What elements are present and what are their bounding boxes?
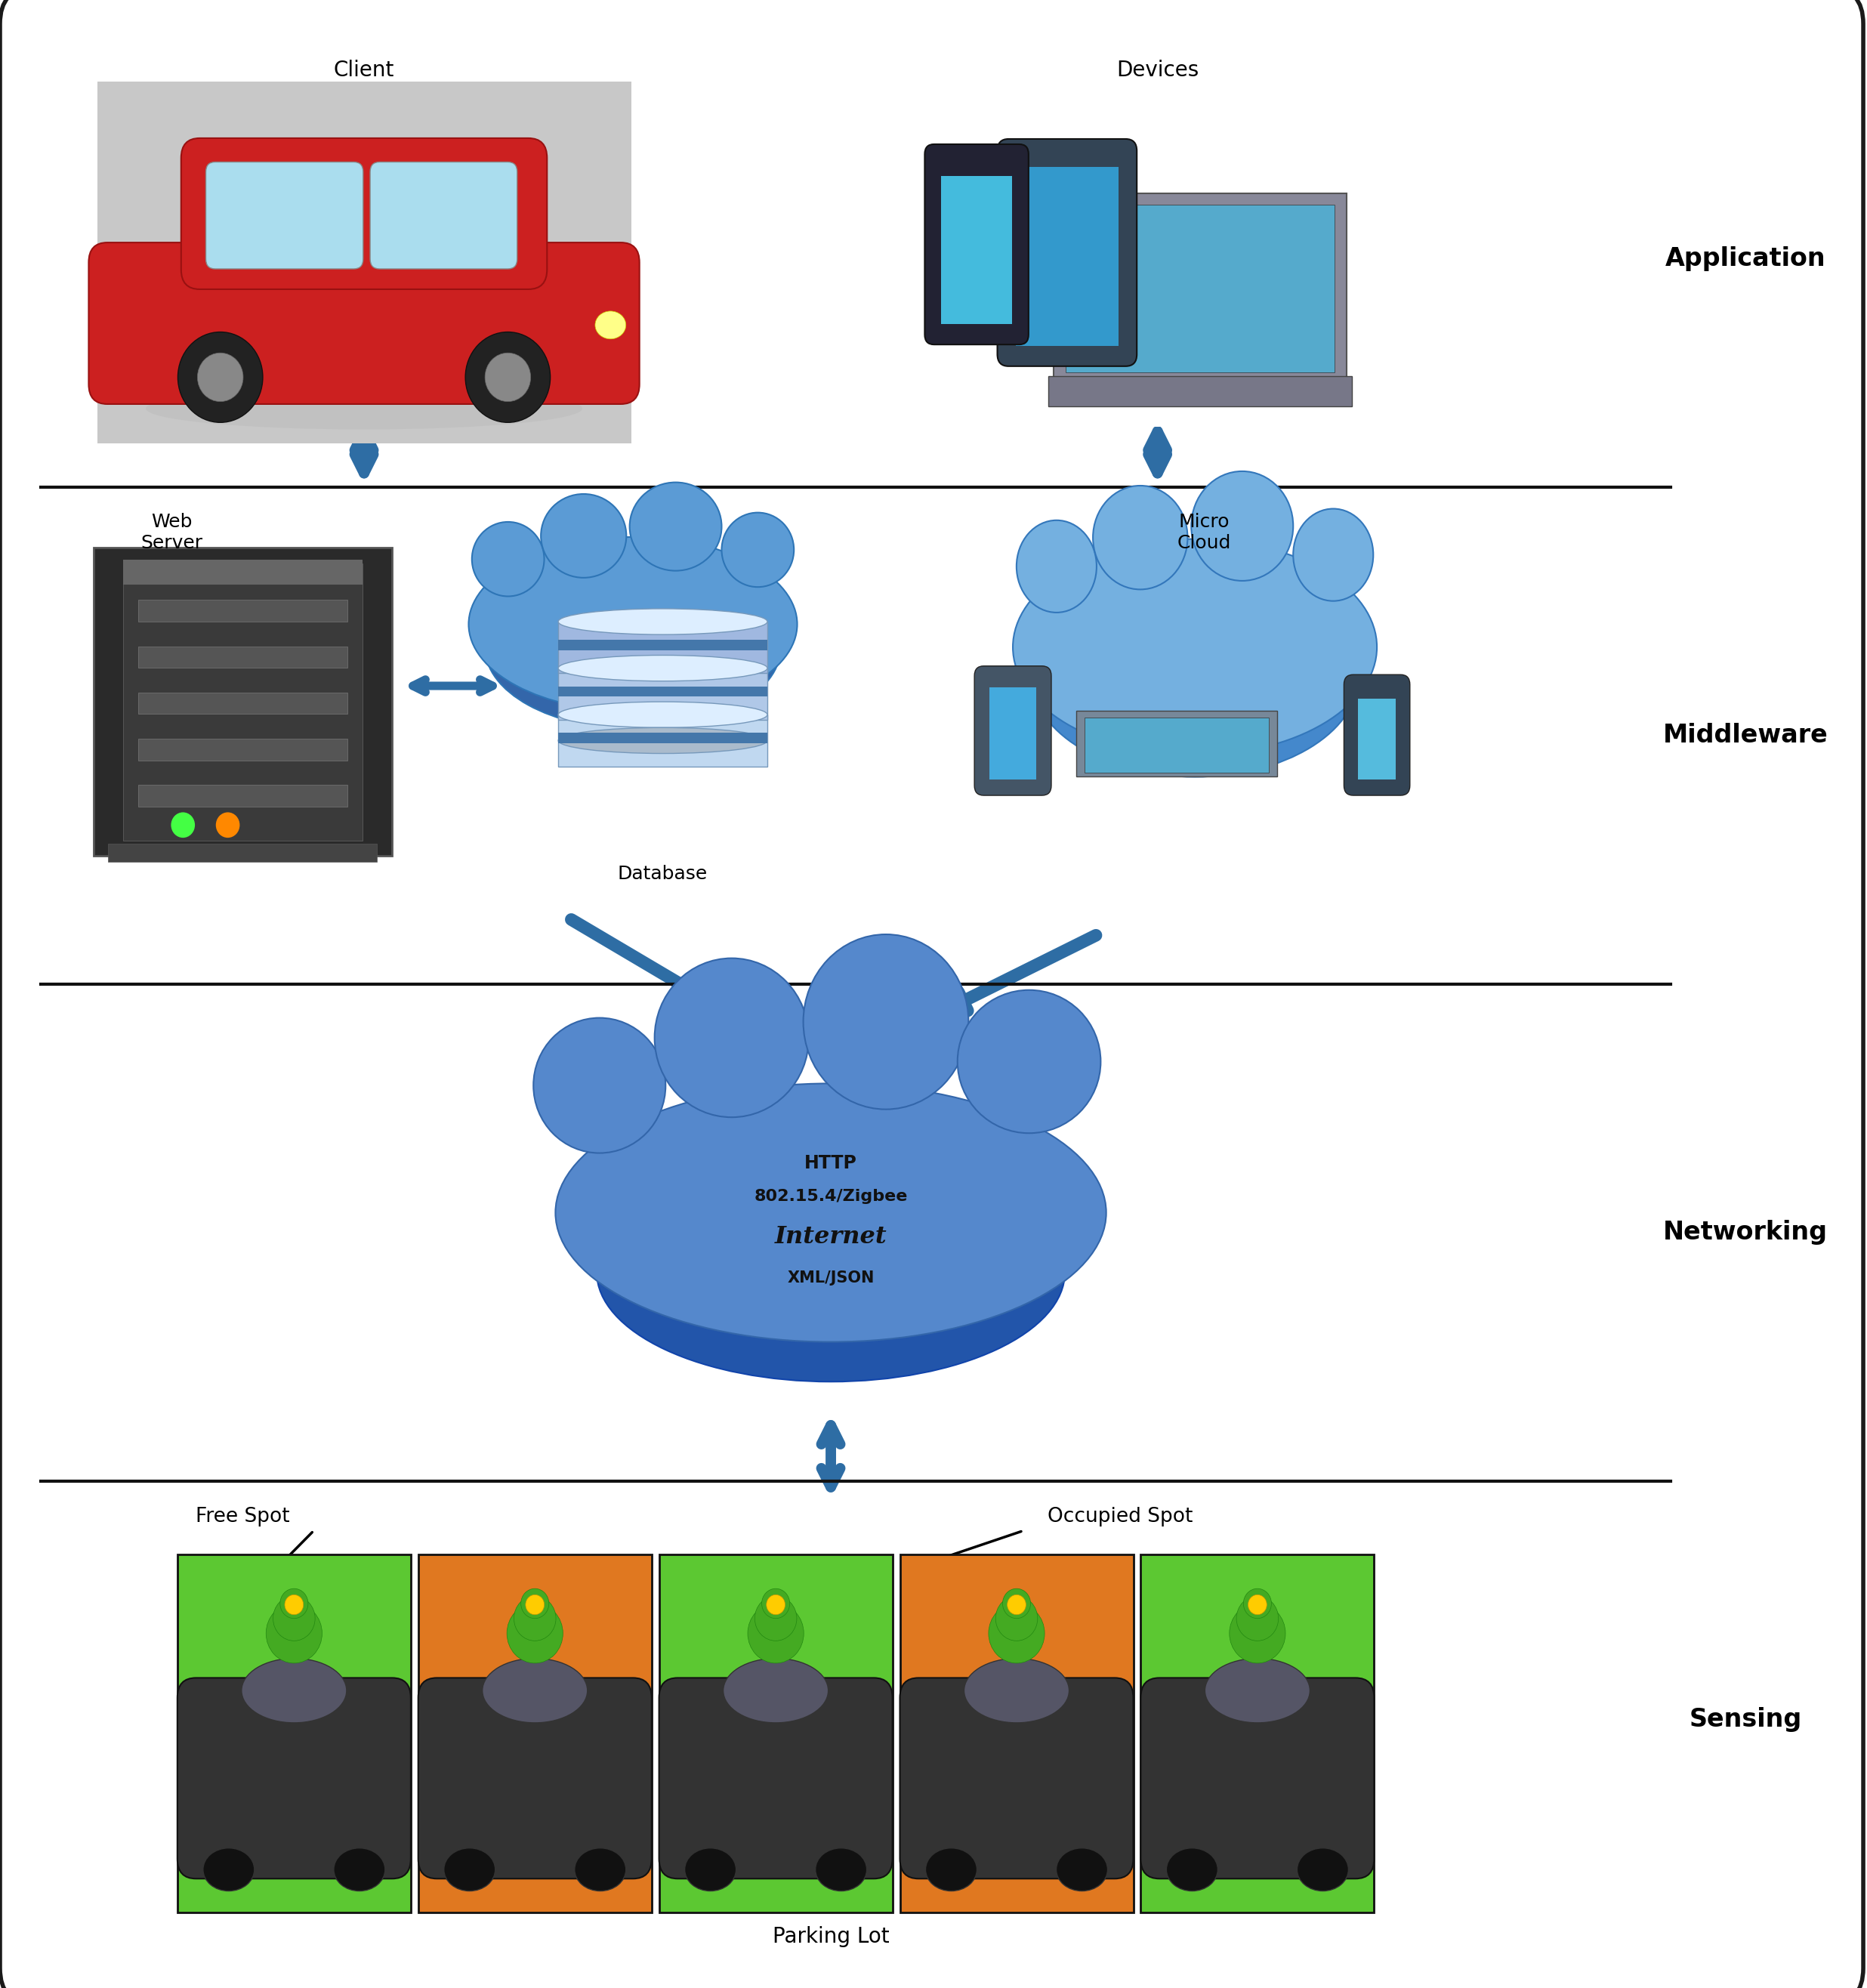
Ellipse shape: [146, 388, 583, 429]
Circle shape: [265, 1604, 321, 1664]
Ellipse shape: [558, 608, 767, 634]
Ellipse shape: [1298, 1849, 1348, 1891]
FancyBboxPatch shape: [177, 1678, 411, 1879]
Ellipse shape: [723, 1658, 829, 1724]
FancyBboxPatch shape: [138, 600, 347, 622]
Circle shape: [990, 1604, 1046, 1664]
Text: Devices: Devices: [1116, 60, 1199, 82]
Ellipse shape: [597, 1163, 1064, 1382]
FancyBboxPatch shape: [1357, 700, 1397, 779]
FancyBboxPatch shape: [558, 622, 767, 674]
FancyBboxPatch shape: [123, 563, 362, 841]
Text: Micro
Cloud: Micro Cloud: [1178, 513, 1230, 553]
Ellipse shape: [534, 1018, 665, 1153]
Circle shape: [198, 354, 243, 402]
Circle shape: [995, 1596, 1038, 1640]
FancyBboxPatch shape: [1016, 167, 1118, 346]
Ellipse shape: [958, 990, 1102, 1133]
FancyBboxPatch shape: [1141, 1678, 1374, 1879]
Circle shape: [217, 813, 239, 837]
Ellipse shape: [629, 483, 723, 571]
Text: Web
Server: Web Server: [140, 513, 204, 553]
Circle shape: [525, 1594, 545, 1614]
Ellipse shape: [685, 1849, 736, 1891]
FancyBboxPatch shape: [924, 145, 1029, 344]
FancyBboxPatch shape: [88, 243, 639, 404]
FancyBboxPatch shape: [558, 734, 767, 744]
FancyBboxPatch shape: [1344, 674, 1410, 795]
Text: 802.15.4/Zigbee: 802.15.4/Zigbee: [754, 1189, 907, 1205]
FancyBboxPatch shape: [941, 175, 1012, 324]
Circle shape: [1243, 1588, 1271, 1618]
Ellipse shape: [444, 1849, 495, 1891]
Circle shape: [1003, 1588, 1031, 1618]
Circle shape: [172, 813, 194, 837]
Circle shape: [747, 1604, 803, 1664]
Ellipse shape: [472, 523, 543, 596]
Ellipse shape: [541, 493, 625, 579]
Circle shape: [273, 1596, 316, 1640]
Ellipse shape: [1031, 575, 1359, 777]
FancyBboxPatch shape: [558, 640, 767, 650]
FancyBboxPatch shape: [558, 668, 767, 720]
Circle shape: [513, 1596, 556, 1640]
Circle shape: [465, 332, 551, 423]
Ellipse shape: [482, 1658, 588, 1724]
Text: Free Spot: Free Spot: [196, 1507, 289, 1527]
Text: Networking: Networking: [1663, 1221, 1828, 1244]
FancyBboxPatch shape: [1141, 1555, 1374, 1912]
Ellipse shape: [334, 1849, 385, 1891]
FancyBboxPatch shape: [418, 1555, 652, 1912]
Ellipse shape: [963, 1658, 1070, 1724]
Ellipse shape: [1057, 1849, 1107, 1891]
Circle shape: [754, 1596, 797, 1640]
FancyBboxPatch shape: [997, 139, 1137, 366]
Ellipse shape: [1204, 1658, 1311, 1724]
FancyBboxPatch shape: [370, 163, 517, 268]
Circle shape: [765, 1594, 784, 1614]
Ellipse shape: [558, 702, 767, 728]
Ellipse shape: [1092, 485, 1187, 588]
FancyBboxPatch shape: [659, 1678, 892, 1879]
Circle shape: [506, 1604, 564, 1664]
Ellipse shape: [1167, 1849, 1217, 1891]
Ellipse shape: [1191, 471, 1294, 580]
Text: Parking Lot: Parking Lot: [773, 1926, 889, 1946]
FancyBboxPatch shape: [1085, 718, 1270, 773]
Ellipse shape: [1016, 521, 1096, 612]
Ellipse shape: [1012, 539, 1376, 755]
Text: XML/JSON: XML/JSON: [788, 1270, 874, 1286]
FancyBboxPatch shape: [1077, 712, 1277, 777]
Circle shape: [485, 354, 530, 402]
Ellipse shape: [803, 934, 969, 1109]
Ellipse shape: [204, 1849, 254, 1891]
FancyBboxPatch shape: [990, 688, 1036, 779]
FancyBboxPatch shape: [138, 692, 347, 714]
Text: Middleware: Middleware: [1663, 724, 1828, 747]
Text: HTTP: HTTP: [805, 1153, 857, 1173]
FancyBboxPatch shape: [181, 139, 547, 288]
Text: Client: Client: [334, 60, 394, 82]
Circle shape: [1008, 1594, 1025, 1614]
FancyBboxPatch shape: [1066, 205, 1335, 372]
Ellipse shape: [241, 1658, 347, 1724]
FancyBboxPatch shape: [205, 163, 362, 268]
Circle shape: [1236, 1596, 1279, 1640]
Circle shape: [1228, 1604, 1284, 1664]
Ellipse shape: [816, 1849, 866, 1891]
FancyBboxPatch shape: [93, 547, 392, 855]
FancyBboxPatch shape: [975, 666, 1051, 795]
Text: Occupied Spot: Occupied Spot: [1047, 1507, 1193, 1527]
Ellipse shape: [558, 656, 767, 682]
FancyBboxPatch shape: [900, 1678, 1133, 1879]
FancyBboxPatch shape: [659, 1555, 892, 1912]
Ellipse shape: [655, 958, 808, 1117]
Ellipse shape: [575, 1849, 625, 1891]
FancyBboxPatch shape: [558, 714, 767, 765]
Ellipse shape: [723, 513, 793, 586]
Text: Sensing: Sensing: [1690, 1708, 1802, 1732]
Circle shape: [177, 332, 263, 423]
FancyBboxPatch shape: [97, 82, 631, 443]
FancyBboxPatch shape: [123, 561, 362, 584]
